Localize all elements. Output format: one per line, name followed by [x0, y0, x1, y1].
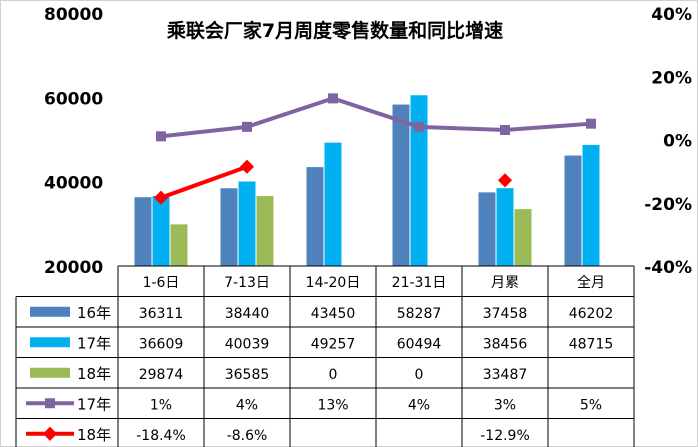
- y-left-tick-label: 60000: [44, 89, 103, 109]
- category-label: 全月: [577, 274, 605, 291]
- legend-key-17年: [30, 337, 70, 348]
- bar-18年-月累: [514, 209, 532, 266]
- data-label: 1%: [150, 397, 172, 413]
- bar-16年-月累: [478, 192, 496, 266]
- data-label: 4%: [408, 397, 430, 413]
- line-point-17年-月累: [500, 125, 510, 136]
- data-label: 36609: [139, 336, 184, 352]
- data-label: 48715: [569, 336, 614, 352]
- legend-label: 18年: [77, 426, 111, 444]
- line-point-17年-21-31日: [414, 121, 424, 132]
- bar-16年-14-20日: [306, 167, 324, 266]
- legend-label: 17年: [77, 334, 111, 352]
- chart-title: 乘联会厂家7月周度零售数量和同比增速: [166, 19, 503, 42]
- y-right-tick-label: -20%: [644, 195, 692, 215]
- data-label: 0: [415, 367, 424, 383]
- legend-key-16年: [30, 306, 70, 317]
- data-label: 13%: [317, 397, 348, 413]
- legend-key-marker: [42, 426, 58, 441]
- data-label: 38456: [483, 336, 528, 352]
- legend-key-marker: [45, 398, 55, 409]
- data-label: 37458: [483, 306, 528, 322]
- line-point-17年-1-6日: [156, 131, 166, 142]
- category-label: 14-20日: [306, 275, 361, 291]
- data-label: 60494: [397, 336, 442, 352]
- bar-17年-7-13日: [238, 181, 256, 266]
- bar-18年-7-13日: [256, 196, 274, 266]
- line-point-17年-7-13日: [242, 121, 252, 132]
- bar-16年-1-6日: [134, 197, 152, 266]
- bar-16年-21-31日: [392, 104, 410, 266]
- legend-label: 18年: [77, 365, 111, 383]
- bar-16年-全月: [564, 155, 582, 266]
- data-label: -12.9%: [480, 428, 530, 444]
- bar-17年-21-31日: [410, 95, 428, 266]
- line-segment-17年-3: [159, 124, 249, 139]
- category-label: 7-13日: [224, 275, 270, 291]
- data-label: -18.4%: [136, 428, 186, 444]
- line-segment-17年-3: [245, 96, 335, 129]
- bar-17年-14-20日: [324, 142, 342, 266]
- line-point-18年-1-6日: [153, 190, 169, 205]
- y-left-tick-label: 20000: [44, 258, 103, 278]
- data-label: 46202: [569, 306, 614, 322]
- bar-17年-全月: [582, 144, 600, 266]
- category-label: 1-6日: [143, 275, 180, 291]
- data-label: 29874: [139, 367, 184, 383]
- bar-16年-7-13日: [220, 188, 238, 266]
- data-label: 49257: [311, 336, 356, 352]
- data-label: 4%: [236, 397, 258, 413]
- line-point-18年-月累: [497, 173, 513, 188]
- line-point-18年-7-13日: [239, 159, 255, 174]
- y-right-tick-label: 20%: [651, 68, 692, 88]
- legend-key-18年: [30, 367, 70, 378]
- data-label: 43450: [311, 306, 356, 322]
- line-point-17年-14-20日: [328, 93, 338, 104]
- bar-17年-月累: [496, 188, 514, 266]
- line-point-17年-全月: [586, 118, 596, 129]
- category-label: 月累: [491, 275, 519, 291]
- line-segment-17年-3: [417, 124, 507, 133]
- data-label: 0: [329, 367, 338, 383]
- data-label: 40039: [225, 336, 270, 352]
- data-label: 3%: [494, 397, 516, 413]
- data-label: 38440: [225, 306, 270, 322]
- line-segment-17年-3: [331, 96, 421, 129]
- y-left-tick-label: 80000: [44, 5, 103, 25]
- data-label: 58287: [397, 306, 442, 322]
- y-right-tick-label: -40%: [644, 258, 692, 278]
- data-label: 36311: [139, 306, 184, 322]
- category-label: 21-31日: [392, 275, 447, 291]
- bar-18年-1-6日: [170, 224, 188, 266]
- data-label: -8.6%: [227, 428, 268, 444]
- y-right-tick-label: 40%: [651, 5, 692, 25]
- legend-label: 17年: [77, 395, 111, 413]
- bar-17年-1-6日: [152, 195, 170, 266]
- y-right-tick-label: 0%: [663, 132, 692, 152]
- y-left-tick-label: 40000: [44, 174, 103, 194]
- line-segment-18年-4: [159, 164, 249, 200]
- legend-label: 16年: [77, 304, 111, 322]
- data-label: 5%: [580, 397, 602, 413]
- line-segment-17年-3: [503, 121, 593, 133]
- data-label: 36585: [225, 367, 270, 383]
- data-label: 33487: [483, 367, 528, 383]
